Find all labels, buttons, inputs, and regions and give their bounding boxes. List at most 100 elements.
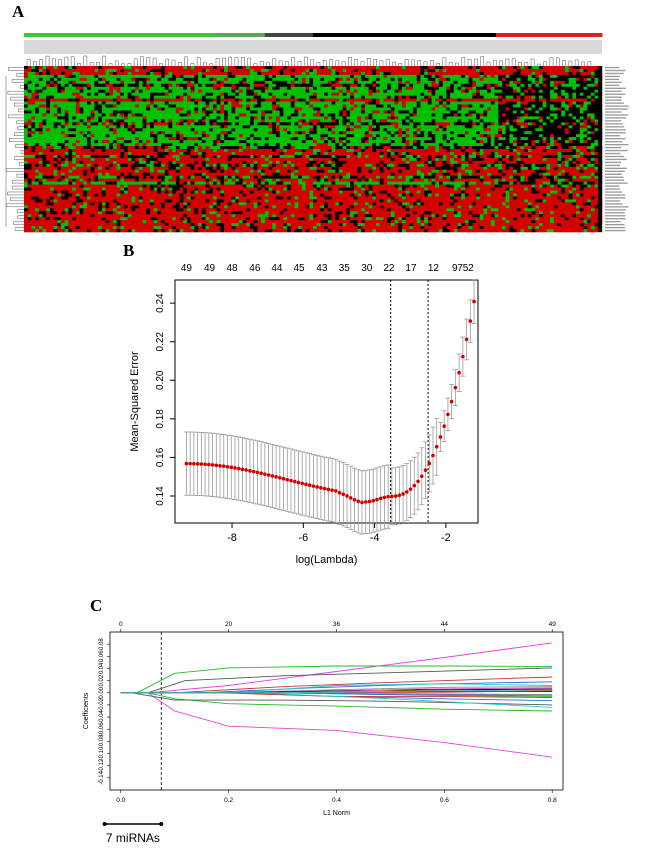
heatmap-cell: [198, 113, 203, 117]
heatmap-cell: [220, 77, 225, 82]
heatmap-cell: [409, 98, 414, 102]
heatmap-cell: [398, 71, 403, 76]
heatmap-cell: [242, 66, 247, 70]
heatmap-cell: [61, 83, 66, 88]
heatmap-cell: [505, 116, 510, 120]
heatmap-cell: [346, 116, 351, 120]
heatmap-cell: [572, 92, 577, 96]
heatmap-cell: [250, 89, 255, 93]
heatmap-cell: [168, 134, 173, 138]
heatmap-cell: [290, 66, 295, 70]
heatmap-cell: [187, 146, 192, 150]
heatmap-cell: [261, 151, 266, 156]
heatmap-cell: [212, 98, 217, 102]
heatmap-cell: [420, 80, 425, 85]
heatmap-cell: [590, 95, 595, 99]
heatmap-cell: [446, 68, 451, 73]
heatmap-cell: [298, 66, 303, 70]
heatmap-cell: [479, 151, 484, 156]
heatmap-cell: [390, 113, 395, 117]
heatmap-cell: [168, 68, 173, 73]
heatmap-cell: [579, 119, 584, 123]
heatmap-cell: [86, 107, 91, 111]
heatmap-cell: [375, 113, 380, 117]
heatmap-cell: [135, 92, 140, 96]
heatmap-cell: [576, 116, 581, 120]
heatmap-cell: [261, 83, 266, 88]
heatmap-cell: [357, 107, 362, 111]
heatmap-cell: [375, 92, 380, 96]
dendrogram-branch: [562, 60, 566, 66]
heatmap-cell: [161, 95, 166, 99]
heatmap-cell: [420, 101, 425, 105]
heatmap-cell: [313, 149, 318, 153]
heatmap-cell: [453, 74, 458, 79]
dendrogram-branch: [10, 96, 24, 101]
heatmap-cell: [212, 83, 217, 88]
heatmap-cell: [383, 77, 388, 82]
heatmap-cell: [283, 66, 288, 70]
heatmap-cell: [35, 101, 40, 105]
heatmap-cell: [257, 80, 262, 85]
heatmap-cell: [49, 80, 54, 85]
heatmap-cell: [483, 110, 488, 114]
heatmap-cell: [442, 113, 447, 117]
heatmap-cell: [187, 86, 192, 91]
heatmap-cell: [594, 134, 599, 138]
heatmap-cell: [516, 154, 521, 159]
heatmap-cell: [394, 107, 399, 111]
heatmap-cell: [572, 95, 577, 99]
heatmap-cell: [61, 66, 66, 70]
heatmap-cell: [27, 83, 32, 88]
heatmap-cell: [198, 74, 203, 79]
heatmap-cell: [161, 110, 166, 114]
heatmap-cell: [427, 154, 432, 159]
heatmap-cell: [72, 98, 77, 102]
heatmap-cell: [116, 125, 121, 129]
heatmap-cell: [209, 134, 214, 138]
heatmap-cell: [250, 125, 255, 129]
heatmap-cell: [275, 80, 280, 85]
heatmap-cell: [327, 119, 332, 123]
heatmap-cell: [90, 71, 95, 76]
heatmap-cell: [590, 128, 595, 132]
heatmap-cell: [194, 86, 199, 91]
heatmap-cell: [331, 128, 336, 132]
heatmap-cell: [272, 86, 277, 91]
heatmap-cell: [53, 68, 58, 73]
heatmap-cell: [394, 154, 399, 159]
heatmap-cell: [424, 107, 429, 111]
heatmap-cell: [539, 74, 544, 79]
heatmap-cell: [476, 131, 481, 135]
heatmap-cell: [320, 143, 325, 147]
heatmap-cell: [146, 86, 151, 91]
heatmap-cell: [505, 119, 510, 123]
heatmap-cell: [124, 154, 129, 159]
heatmap-cell: [420, 83, 425, 88]
heatmap-cell: [64, 125, 69, 129]
heatmap-cell: [461, 68, 466, 73]
heatmap-cell: [298, 140, 303, 144]
heatmap-cell: [109, 98, 114, 102]
heatmap-cell: [438, 113, 443, 117]
heatmap-cell: [583, 131, 588, 135]
heatmap-cell: [416, 149, 421, 153]
heatmap-cell: [209, 89, 214, 93]
heatmap-cell: [557, 140, 562, 144]
heatmap-cell: [53, 101, 58, 105]
heatmap-cell: [131, 95, 136, 99]
heatmap-cell: [246, 119, 251, 123]
heatmap-cell: [583, 101, 588, 105]
heatmap-cell: [568, 149, 573, 153]
heatmap-cell: [31, 143, 36, 147]
heatmap-cell: [72, 71, 77, 76]
heatmap-cell: [42, 107, 47, 111]
heatmap-cell: [372, 77, 377, 82]
heatmap-cell: [557, 125, 562, 129]
dendrogram-branch: [247, 57, 251, 66]
heatmap-cell: [320, 146, 325, 150]
heatmap-cell: [464, 116, 469, 120]
heatmap-cell: [301, 113, 306, 117]
heatmap-cell: [61, 128, 66, 132]
heatmap-cell: [83, 146, 88, 150]
